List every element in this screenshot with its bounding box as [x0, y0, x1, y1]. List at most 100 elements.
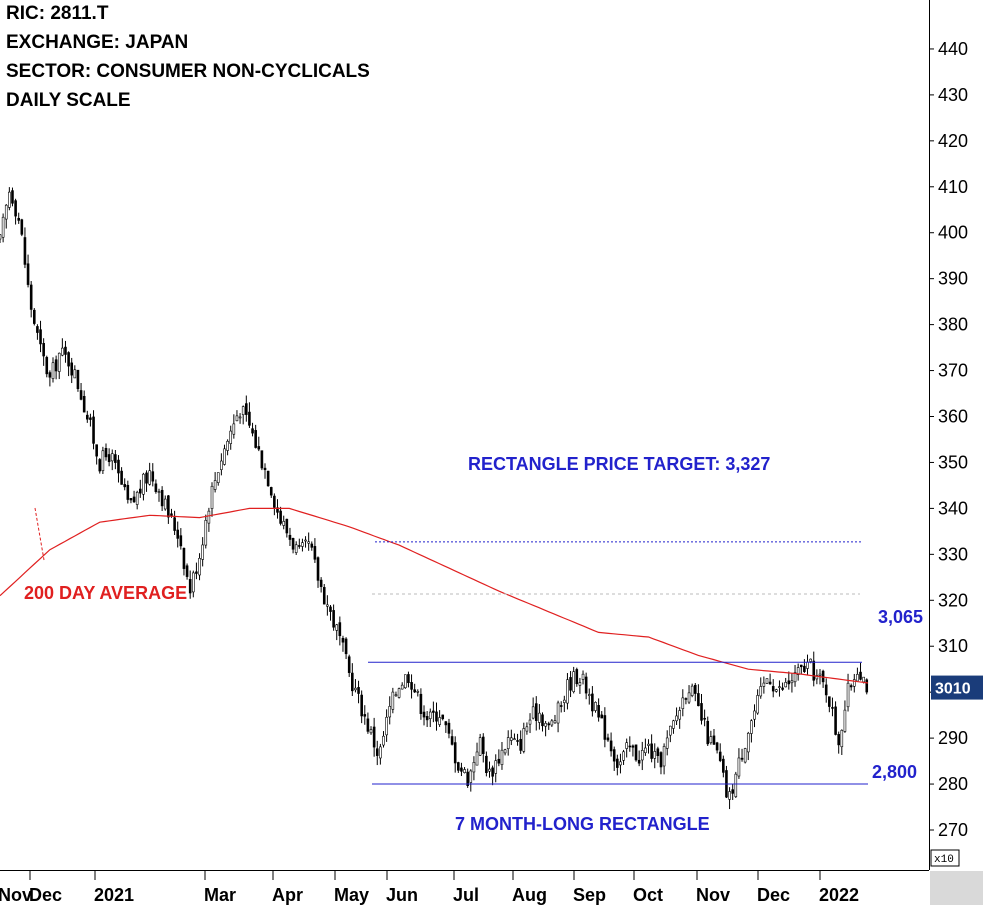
- candle-body: [14, 200, 17, 217]
- candle-body: [600, 714, 604, 719]
- candle-body: [531, 706, 535, 719]
- candle-body: [76, 369, 80, 390]
- candle-body: [865, 679, 869, 693]
- y-tick-label: 390: [938, 269, 968, 289]
- candle-body: [781, 687, 784, 690]
- candle-body: [834, 706, 837, 735]
- candle-body: [385, 716, 388, 736]
- candle-body: [803, 665, 806, 672]
- candle-body: [675, 715, 678, 722]
- sector-label: SECTOR: CONSUMER NON-CYCLICALS: [6, 61, 370, 82]
- candle-body: [154, 483, 158, 492]
- candle-body: [572, 671, 575, 692]
- candle-body: [304, 539, 307, 542]
- candle-body: [703, 717, 706, 720]
- candle-body: [475, 751, 479, 766]
- candle-body: [778, 686, 781, 688]
- candle-body: [394, 694, 398, 697]
- candle-body: [768, 681, 772, 685]
- candle-body: [48, 372, 52, 378]
- candle-body: [192, 572, 195, 593]
- candle-body: [513, 738, 516, 741]
- candle-body: [232, 423, 236, 435]
- candle-body: [167, 495, 170, 518]
- candle-body: [790, 680, 794, 684]
- candle-body: [631, 745, 635, 748]
- x-tick-label: Dec: [757, 885, 790, 905]
- candle-body: [500, 749, 504, 765]
- candle-body: [672, 720, 675, 729]
- candle-body: [285, 518, 289, 534]
- candle-body: [185, 565, 189, 577]
- candle-body: [634, 744, 638, 761]
- candle-body: [447, 722, 451, 734]
- candle-body: [198, 558, 201, 576]
- candle-body: [114, 454, 117, 463]
- candle-body: [235, 415, 239, 422]
- candle-body: [32, 309, 36, 324]
- candle-body: [39, 329, 42, 345]
- candle-body: [516, 740, 519, 742]
- candle-body: [603, 715, 607, 740]
- candle-body: [195, 571, 198, 574]
- candle-body: [559, 705, 563, 707]
- candle-body: [23, 237, 27, 265]
- candle-body: [640, 750, 644, 761]
- candle-body: [372, 726, 376, 748]
- candle-body: [326, 604, 329, 607]
- candle-body: [432, 710, 435, 713]
- candle-body: [310, 543, 314, 548]
- candle-body: [279, 510, 282, 524]
- candle-body: [425, 716, 429, 721]
- last-price-value: 3010: [935, 681, 971, 698]
- candle-body: [597, 705, 600, 718]
- candle-body: [541, 714, 544, 727]
- candle-body: [92, 416, 95, 444]
- candle-body: [4, 204, 8, 220]
- candle-body: [709, 736, 713, 744]
- candle-body: [616, 758, 619, 768]
- candle-body: [148, 470, 151, 485]
- candle-body: [298, 545, 301, 547]
- candle-body: [734, 773, 738, 797]
- candle-body: [553, 720, 557, 724]
- candle-body: [269, 487, 273, 496]
- candle-body: [497, 758, 501, 764]
- candle-body: [145, 472, 148, 484]
- candle-body: [534, 703, 538, 721]
- candle-body: [625, 742, 628, 749]
- candle-body: [291, 537, 295, 550]
- candle-body: [690, 685, 694, 696]
- y-tick-label: 320: [938, 590, 968, 610]
- candle-body: [413, 689, 416, 693]
- candle-body: [73, 369, 77, 379]
- candle-body: [400, 684, 404, 690]
- candle-body: [718, 751, 722, 761]
- candle-body: [29, 284, 33, 310]
- candle-body: [36, 326, 39, 333]
- candle-body: [463, 769, 466, 773]
- candle-body: [307, 541, 310, 544]
- candle-body: [750, 720, 753, 734]
- candle-body: [8, 191, 11, 208]
- candle-body: [457, 762, 460, 771]
- candle-body: [659, 752, 663, 768]
- candle-body: [382, 735, 385, 746]
- candle-body: [837, 734, 840, 746]
- candle-body: [375, 748, 379, 756]
- candle-body: [491, 767, 494, 777]
- candle-body: [503, 749, 507, 754]
- candle-body: [416, 690, 420, 693]
- candle-body: [771, 686, 775, 692]
- candle-body: [319, 579, 323, 587]
- candle-body: [494, 760, 498, 774]
- candle-body: [849, 685, 853, 688]
- y-tick-label: 440: [938, 39, 968, 59]
- candle-body: [226, 440, 229, 451]
- candle-body: [762, 682, 766, 687]
- candle-body: [852, 679, 856, 687]
- y-tick-label: 340: [938, 498, 968, 518]
- candle-body: [379, 746, 382, 759]
- candle-body: [316, 557, 320, 581]
